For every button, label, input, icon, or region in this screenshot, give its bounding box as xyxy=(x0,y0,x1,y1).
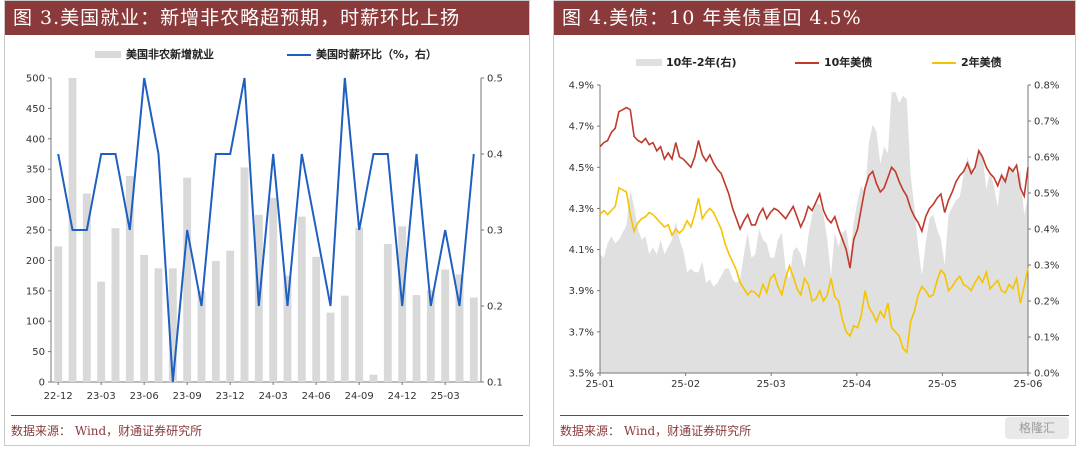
bar xyxy=(384,244,392,382)
y-tick-label-right: 0.3 xyxy=(487,226,503,237)
bar xyxy=(112,228,120,382)
x-tick-label: 25-05 xyxy=(928,379,957,390)
y-tick-label-right: 0.6% xyxy=(1034,153,1059,164)
y-tick-label-right: 0.7% xyxy=(1034,117,1059,128)
y-tick-label: 4.1% xyxy=(569,245,594,256)
y-tick-label: 4.9% xyxy=(569,81,594,92)
bar xyxy=(226,251,234,382)
bar xyxy=(54,246,62,382)
bar xyxy=(413,295,421,382)
right-chart-source: 数据来源： Wind，财通证券研究所 xyxy=(560,415,1069,439)
bar xyxy=(83,194,91,382)
y-tick-label-right: 0.0% xyxy=(1034,369,1059,380)
y-tick-label-right: 0.2% xyxy=(1034,297,1059,308)
bar xyxy=(470,297,478,382)
left-chart-panel: 图 3.美国就业：新增非农略超预期，时薪环比上扬 美国非农新增就业 美国时薪环比（… xyxy=(4,0,530,446)
bar xyxy=(183,178,191,382)
right-chart-title: 图 4.美债：10 年美债重回 4.5% xyxy=(554,1,1075,35)
y-tick-label-right: 0.5 xyxy=(487,74,503,85)
bar xyxy=(312,257,320,382)
jobs-wages-chart: 美国非农新增就业 美国时薪环比（%，右） 0 50 100 150 200 250 300 350… xyxy=(5,35,529,405)
y-tick-label: 250 xyxy=(26,226,45,237)
bar xyxy=(97,282,105,382)
x-tick-label: 23-09 xyxy=(173,391,202,402)
y-tick-label-right: 0.1% xyxy=(1034,333,1059,344)
bar xyxy=(241,167,249,382)
legend-swatch-bar xyxy=(95,51,121,58)
bar xyxy=(298,217,306,382)
bar xyxy=(155,268,163,382)
bar xyxy=(212,261,220,382)
y-tick-label-right: 0.5% xyxy=(1034,189,1059,200)
x-tick-label: 24-03 xyxy=(259,391,288,402)
legend-label: 2年美债 xyxy=(961,55,1002,69)
y-tick-label: 350 xyxy=(26,165,45,176)
y-tick-label: 450 xyxy=(26,104,45,115)
y-tick-label: 400 xyxy=(26,134,45,145)
x-tick-label: 25-04 xyxy=(842,379,871,390)
y-tick-label: 150 xyxy=(26,286,45,297)
y-tick-label: 3.7% xyxy=(569,327,594,338)
x-tick-label: 25-06 xyxy=(1013,379,1042,390)
treasury-yield-chart: 10年-2年(右) 10年美债 2年美债 3.5% 3.7% 3.9% 4.1% 4.3% 4.… xyxy=(554,35,1075,405)
y-tick-label-right: 0.4 xyxy=(487,150,503,161)
x-tick-label: 24-09 xyxy=(345,391,374,402)
y-tick-label: 4.3% xyxy=(569,204,594,215)
x-tick-label: 24-12 xyxy=(388,391,417,402)
bar xyxy=(341,296,349,382)
y-tick-label-right: 0.8% xyxy=(1034,81,1059,92)
bar xyxy=(441,270,449,382)
y-tick-label-right: 0.3% xyxy=(1034,261,1059,272)
right-chart-panel: 图 4.美债：10 年美债重回 4.5% 10年-2年(右) 10年美债 2年美债 3… xyxy=(553,0,1076,446)
x-tick-label: 24-06 xyxy=(302,391,331,402)
bar xyxy=(284,276,292,382)
y-tick-label-right: 0.1 xyxy=(487,378,503,389)
legend-label: 10年美债 xyxy=(824,55,872,69)
x-tick-label: 25-01 xyxy=(585,379,614,390)
bar xyxy=(355,228,363,382)
left-chart-source: 数据来源： Wind，财通证券研究所 xyxy=(11,415,523,439)
left-chart-title: 图 3.美国就业：新增非农略超预期，时薪环比上扬 xyxy=(5,1,529,35)
y-tick-label: 4.7% xyxy=(569,122,594,133)
legend-swatch-area xyxy=(636,59,662,66)
x-tick-label: 23-06 xyxy=(130,391,159,402)
bar xyxy=(370,375,378,382)
legend-label: 美国非农新增就业 xyxy=(126,47,214,61)
x-tick-label: 22-12 xyxy=(44,391,73,402)
bar xyxy=(327,313,335,382)
legend-label: 10年-2年(右) xyxy=(666,55,737,69)
watermark-logo: 格隆汇 xyxy=(1005,417,1069,439)
x-tick-label: 25-03 xyxy=(431,391,460,402)
x-tick-label: 25-02 xyxy=(671,379,700,390)
y-tick-label: 200 xyxy=(26,256,45,267)
y-tick-label: 3.5% xyxy=(569,369,594,380)
y-tick-label: 500 xyxy=(26,74,45,85)
legend-label: 美国时薪环比（%，右） xyxy=(316,47,437,61)
y-tick-label: 3.9% xyxy=(569,286,594,297)
bar xyxy=(269,198,277,382)
y-tick-label-right: 0.2 xyxy=(487,302,503,313)
y-tick-label: 4.5% xyxy=(569,163,594,174)
y-tick-label: 50 xyxy=(32,347,45,358)
x-tick-label: 23-03 xyxy=(87,391,116,402)
wage-line xyxy=(58,78,474,382)
bar xyxy=(140,255,148,382)
x-tick-label: 23-12 xyxy=(216,391,245,402)
y-tick-label: 300 xyxy=(26,195,45,206)
x-tick-label: 25-03 xyxy=(757,379,786,390)
y-tick-label: 100 xyxy=(26,317,45,328)
spread-area xyxy=(600,92,1028,373)
y-tick-label: 0 xyxy=(39,378,45,389)
y-tick-label-right: 0.4% xyxy=(1034,225,1059,236)
